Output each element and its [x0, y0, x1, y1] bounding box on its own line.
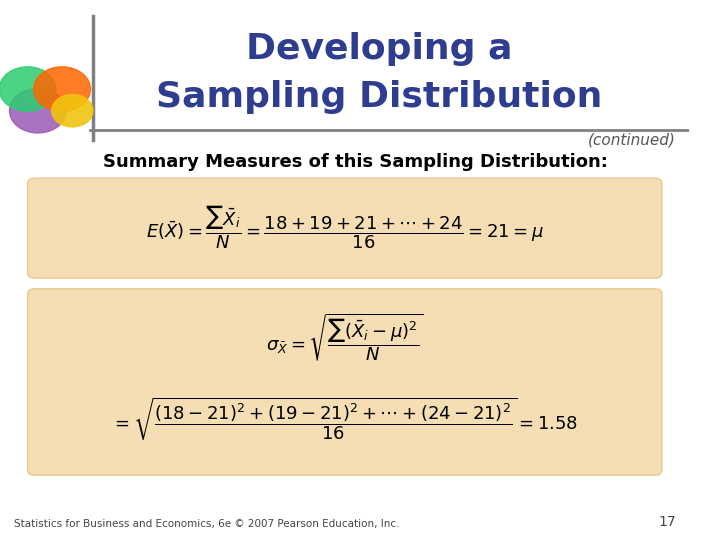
Circle shape — [0, 67, 56, 111]
Text: $= \sqrt{\dfrac{(18-21)^2+(19-21)^2+\cdots+(24-21)^2}{16}} = 1.58$: $= \sqrt{\dfrac{(18-21)^2+(19-21)^2+\cdo… — [111, 395, 578, 442]
Circle shape — [34, 67, 91, 111]
FancyBboxPatch shape — [27, 289, 662, 475]
Text: Summary Measures of this Sampling Distribution:: Summary Measures of this Sampling Distri… — [104, 153, 608, 171]
Text: 17: 17 — [658, 515, 675, 529]
Circle shape — [9, 89, 66, 133]
Text: (continued): (continued) — [588, 132, 675, 147]
Text: $\sigma_{\bar{X}} = \sqrt{\dfrac{\sum(\bar{X}_i - \mu)^2}{N}}$: $\sigma_{\bar{X}} = \sqrt{\dfrac{\sum(\b… — [266, 312, 423, 363]
FancyBboxPatch shape — [27, 178, 662, 278]
Circle shape — [52, 94, 93, 127]
Text: Developing a: Developing a — [246, 32, 513, 65]
Text: $E(\bar{X}) = \dfrac{\sum \bar{X}_i}{N} = \dfrac{18+19+21+\cdots+24}{16} = 21 = : $E(\bar{X}) = \dfrac{\sum \bar{X}_i}{N} … — [145, 205, 544, 251]
Text: Statistics for Business and Economics, 6e © 2007 Pearson Education, Inc.: Statistics for Business and Economics, 6… — [14, 519, 400, 529]
Text: Sampling Distribution: Sampling Distribution — [156, 80, 603, 114]
